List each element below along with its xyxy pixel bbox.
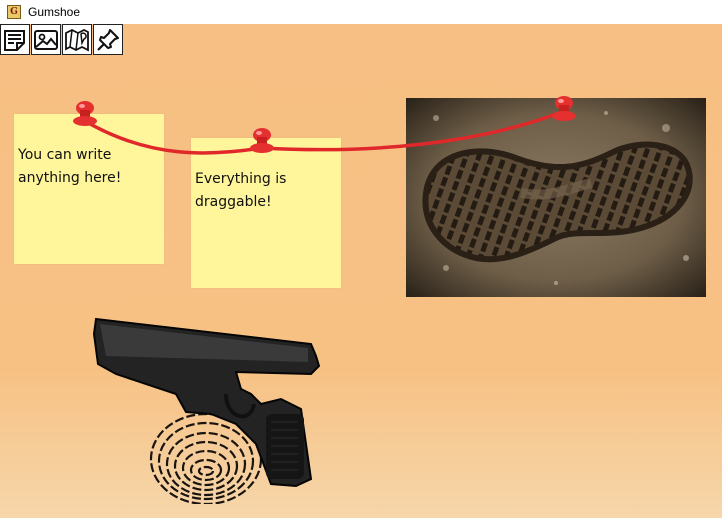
title-bar: G Gumshoe	[0, 0, 722, 24]
add-map-button[interactable]	[62, 24, 92, 55]
add-image-button[interactable]	[31, 24, 61, 55]
add-note-button[interactable]	[0, 24, 30, 55]
pushpin-icon[interactable]	[249, 127, 275, 157]
sticky-note[interactable]: Everything is draggable!	[191, 138, 341, 288]
sticky-note[interactable]: You can write anything here!	[14, 114, 164, 264]
boot-footprint-photo[interactable]	[406, 98, 706, 297]
window-title: Gumshoe	[28, 5, 81, 19]
corkboard-canvas[interactable]: You can write anything here! Everything …	[0, 24, 722, 518]
toolbar	[0, 24, 124, 56]
pushpin-icon	[97, 28, 119, 51]
pushpin-icon[interactable]	[72, 100, 98, 130]
pushpin-icon[interactable]	[551, 95, 577, 125]
add-pin-button[interactable]	[93, 24, 123, 55]
pistol-and-fingerprint-image[interactable]	[86, 294, 336, 504]
map-pin-icon	[65, 28, 89, 51]
app-icon: G	[7, 5, 21, 19]
image-icon	[34, 29, 58, 50]
note-lines-icon	[4, 29, 25, 51]
